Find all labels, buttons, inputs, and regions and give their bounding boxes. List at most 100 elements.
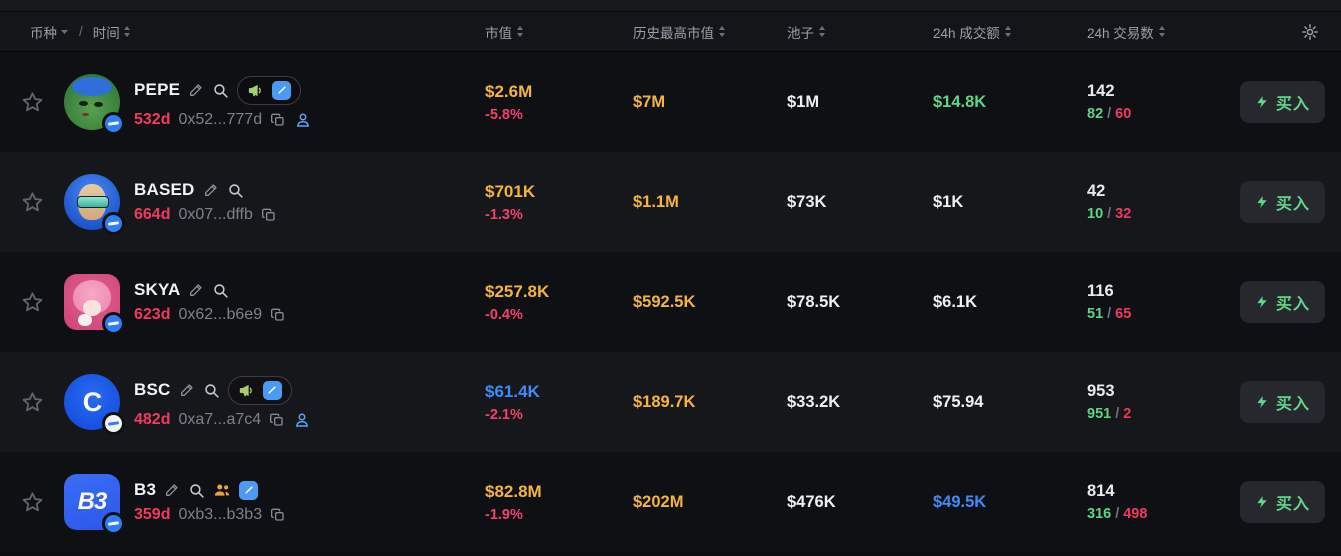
sort-volume[interactable]: 24h 成交额 (928, 22, 1082, 42)
token-avatar-letter: B3 (77, 488, 108, 515)
search-icon[interactable] (212, 282, 229, 299)
token-cell: PEPE (64, 74, 480, 135)
lightning-bolt-icon (1257, 96, 1267, 108)
lightning-bolt-icon (1257, 296, 1267, 308)
token-row[interactable]: B3 B3 (0, 452, 1341, 552)
sort-arrows-icon (517, 26, 523, 37)
search-icon[interactable] (227, 182, 244, 199)
volume-cell: $49.5K (928, 493, 1082, 512)
chain-badge-icon (102, 212, 125, 235)
sort-time[interactable]: 时间 (93, 22, 131, 42)
token-name[interactable]: B3 (134, 480, 157, 499)
header-token-time: 币种 / 时间 (0, 22, 480, 42)
tx-buys: 51 (1087, 306, 1104, 322)
token-row[interactable]: SKYA 623d 0x62...b6e9 (0, 252, 1341, 352)
change-percent: -1.3% (485, 206, 523, 223)
copy-icon[interactable] (270, 112, 286, 128)
dev-person-icon[interactable] (293, 411, 311, 429)
favorite-star-icon[interactable] (20, 190, 45, 215)
gear-icon[interactable] (1301, 23, 1319, 41)
token-avatar[interactable]: C (64, 374, 125, 435)
edit-icon[interactable] (203, 182, 219, 198)
pencil-badge-icon[interactable] (239, 480, 259, 500)
token-name[interactable]: BASED (134, 180, 195, 199)
token-name[interactable]: PEPE (134, 80, 181, 99)
token-age: 532d (134, 110, 171, 128)
search-icon[interactable] (188, 482, 205, 499)
token-cell: SKYA 623d 0x62...b6e9 (64, 274, 480, 335)
volume-cell: $6.1K (928, 293, 1082, 312)
token-avatar[interactable]: B3 (64, 474, 125, 535)
megaphone-icon[interactable] (247, 82, 264, 99)
favorite-star-icon[interactable] (20, 90, 45, 115)
token-avatar[interactable] (64, 174, 125, 235)
token-avatar[interactable] (64, 274, 125, 335)
col-vol-label: 24h 成交额 (933, 25, 1000, 41)
ath-cell: $1.1M (628, 193, 782, 212)
edit-icon[interactable] (179, 382, 195, 398)
pencil-badge-icon[interactable] (272, 80, 292, 100)
ath-cell: $592.5K (628, 293, 782, 312)
sort-token[interactable]: 币种 (30, 22, 69, 42)
col-mcap-label: 市值 (485, 25, 512, 41)
buy-button[interactable]: 买入 (1240, 281, 1326, 323)
change-percent: -2.1% (485, 406, 523, 423)
token-meta: PEPE (134, 75, 312, 129)
change-percent: -5.8% (485, 106, 523, 123)
market-cap-cell: $257.8K -0.4% (480, 282, 628, 323)
token-row[interactable]: C BSC (0, 352, 1341, 452)
tx-separator: / (1107, 306, 1112, 322)
badge-pill (227, 375, 292, 405)
sort-ath[interactable]: 历史最高市值 (628, 22, 782, 42)
copy-icon[interactable] (261, 207, 277, 223)
edit-icon[interactable] (188, 282, 204, 298)
pencil-badge-icon[interactable] (262, 380, 282, 400)
token-avatar[interactable] (64, 74, 125, 135)
token-row[interactable]: PEPE (0, 52, 1341, 152)
token-avatar-art (64, 74, 120, 130)
tx-cell: 42 10/32 (1082, 182, 1230, 222)
copy-icon[interactable] (269, 412, 285, 428)
search-icon[interactable] (203, 382, 220, 399)
copy-icon[interactable] (270, 507, 286, 523)
favorite-star-icon[interactable] (20, 290, 45, 315)
chain-badge-icon (102, 312, 125, 335)
buy-button[interactable]: 买入 (1240, 481, 1326, 523)
pool-cell: $1M (782, 93, 928, 112)
lightning-bolt-icon (1257, 196, 1267, 208)
token-name[interactable]: SKYA (134, 280, 181, 299)
favorite-star-icon[interactable] (20, 390, 45, 415)
buy-button[interactable]: 买入 (1240, 181, 1326, 223)
sort-market-cap[interactable]: 市值 (480, 22, 628, 42)
token-row[interactable]: BASED 664d 0x07...dffb (0, 152, 1341, 252)
pool-cell: $73K (782, 193, 928, 212)
buy-button[interactable]: 买入 (1240, 381, 1326, 423)
buy-cell: 买入 (1230, 481, 1341, 523)
favorite-cell (0, 190, 64, 215)
sort-tx-count[interactable]: 24h 交易数 (1082, 22, 1230, 42)
token-meta: SKYA 623d 0x62...b6e9 (134, 280, 286, 324)
dev-person-icon[interactable] (294, 111, 312, 129)
chain-badge-icon (102, 512, 125, 535)
tx-sells: 32 (1115, 206, 1132, 222)
favorite-star-icon[interactable] (20, 490, 45, 515)
megaphone-icon[interactable] (238, 382, 255, 399)
copy-icon[interactable] (270, 307, 286, 323)
badge-pill (213, 480, 259, 500)
people-icon[interactable] (213, 482, 231, 498)
volume-value: $75.94 (933, 392, 984, 411)
search-icon[interactable] (212, 82, 229, 99)
edit-icon[interactable] (188, 82, 204, 98)
tx-buys: 10 (1087, 206, 1104, 222)
buy-button[interactable]: 买入 (1240, 81, 1326, 123)
token-avatar-art (64, 174, 120, 230)
sort-arrows-icon (1158, 26, 1165, 37)
market-cap-value: $61.4K (485, 381, 540, 401)
sort-pool[interactable]: 池子 (782, 22, 928, 42)
table-header: 币种 / 时间 市值 历史最高市值 池子 24h 成交额 24h 交易数 (0, 12, 1341, 52)
favorite-cell (0, 90, 64, 115)
market-cap-cell: $61.4K -2.1% (480, 382, 628, 423)
ath-value: $189.7K (633, 392, 696, 411)
token-name[interactable]: BSC (134, 380, 171, 399)
edit-icon[interactable] (164, 482, 180, 498)
